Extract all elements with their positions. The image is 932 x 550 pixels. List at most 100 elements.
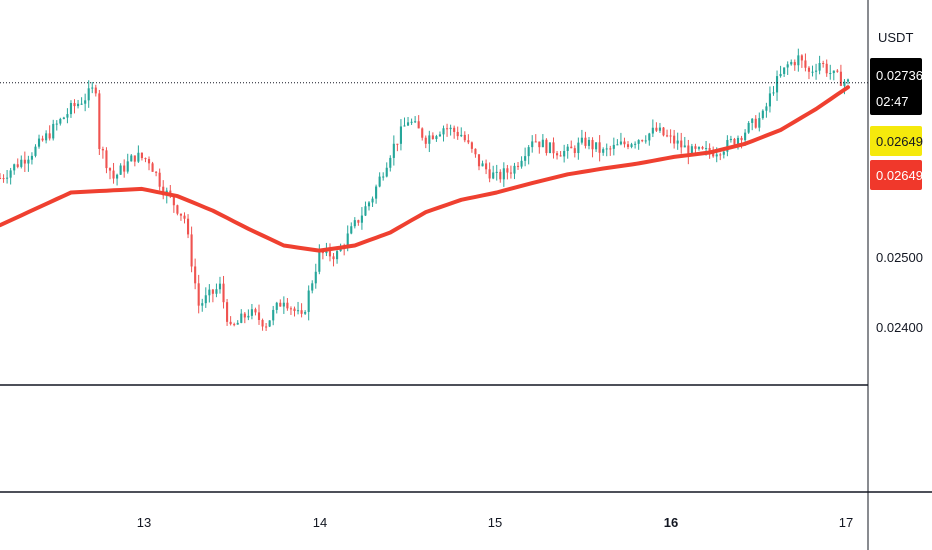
candle <box>644 135 647 144</box>
candle-body <box>378 176 381 187</box>
candle <box>836 69 839 73</box>
candle <box>456 126 459 140</box>
candle-body <box>538 141 541 148</box>
candle-body <box>318 250 321 272</box>
time-axis-ticks[interactable]: 13 14 15 16 17 <box>137 515 853 530</box>
candle <box>16 158 19 169</box>
candle <box>13 163 16 175</box>
candle-body <box>98 93 101 150</box>
candle-body <box>616 144 619 146</box>
candle-body <box>591 139 594 150</box>
candle <box>754 115 757 129</box>
candle-body <box>162 186 165 196</box>
candle <box>226 298 229 326</box>
candle-body <box>155 171 158 173</box>
candle <box>289 306 293 315</box>
candle <box>392 135 395 166</box>
candle-body <box>467 140 470 143</box>
candle-body <box>555 153 559 156</box>
candle-body <box>580 137 583 143</box>
candle-body <box>509 172 512 174</box>
candle-body <box>126 161 129 172</box>
candle <box>76 99 80 109</box>
candle-body <box>179 213 183 216</box>
candle-body <box>541 139 544 148</box>
candle-body <box>722 151 725 155</box>
candle <box>208 284 211 303</box>
candle-body <box>172 195 175 206</box>
candle-body <box>758 118 761 128</box>
candle-body <box>140 152 143 159</box>
candle-body <box>272 309 275 321</box>
candle <box>186 214 190 239</box>
candle <box>555 151 559 160</box>
candle <box>506 164 509 180</box>
candle <box>719 152 722 161</box>
price-axis-ticks[interactable]: 0.02500 0.02400 <box>876 250 923 335</box>
candle-body <box>137 152 140 162</box>
candle-body <box>261 319 264 327</box>
candle <box>247 309 250 321</box>
candle <box>37 134 41 149</box>
candle <box>403 117 406 127</box>
candle <box>541 134 544 148</box>
candle-body <box>414 121 417 123</box>
candle-body <box>495 171 498 173</box>
candle-body <box>45 133 48 141</box>
candle <box>545 138 548 156</box>
candle-body <box>406 122 410 126</box>
red-price-badge-bg <box>870 160 922 190</box>
candle <box>98 89 101 155</box>
candle <box>726 135 729 157</box>
candle <box>414 116 417 124</box>
candle-body <box>446 128 449 130</box>
candle <box>800 54 803 68</box>
candle-body <box>293 308 296 312</box>
candle-body <box>105 150 108 169</box>
candle <box>822 60 825 68</box>
yellow-price-badge: 0.02649 <box>870 126 923 156</box>
candle-body <box>768 93 772 107</box>
candle <box>6 170 9 184</box>
candle-body <box>328 248 332 257</box>
candle-body <box>481 163 484 167</box>
candle <box>538 141 541 154</box>
candle-body <box>605 148 608 150</box>
candle <box>20 155 23 169</box>
candle-body <box>726 140 729 152</box>
candle <box>768 86 772 113</box>
candle <box>815 63 818 80</box>
currency-label[interactable]: USDT <box>878 30 913 45</box>
candle <box>357 219 360 226</box>
candle-body <box>736 137 740 145</box>
candle-body <box>797 55 800 66</box>
candle <box>477 154 481 171</box>
candle <box>382 172 385 181</box>
candle <box>595 142 598 153</box>
candle-body <box>775 76 779 93</box>
candle <box>492 165 495 180</box>
candle-body <box>350 226 353 234</box>
candle <box>194 258 197 290</box>
candle <box>215 283 218 298</box>
candle-body <box>16 164 19 167</box>
candle <box>112 162 115 184</box>
candle-body <box>502 168 505 180</box>
candle-body <box>733 138 736 145</box>
candle-body <box>641 140 644 142</box>
candle-body <box>438 134 442 137</box>
candle <box>399 119 402 151</box>
yellow-price-value: 0.02649 <box>876 134 923 149</box>
candle <box>250 303 253 320</box>
candle-body <box>651 127 654 134</box>
candle-body <box>254 309 257 313</box>
candle-body <box>158 172 161 187</box>
candle <box>488 162 491 183</box>
candle <box>59 117 62 126</box>
candle-body <box>190 234 193 267</box>
candle <box>485 159 488 175</box>
candle-body <box>41 138 44 141</box>
candle-body <box>296 310 300 312</box>
candle <box>371 196 374 207</box>
